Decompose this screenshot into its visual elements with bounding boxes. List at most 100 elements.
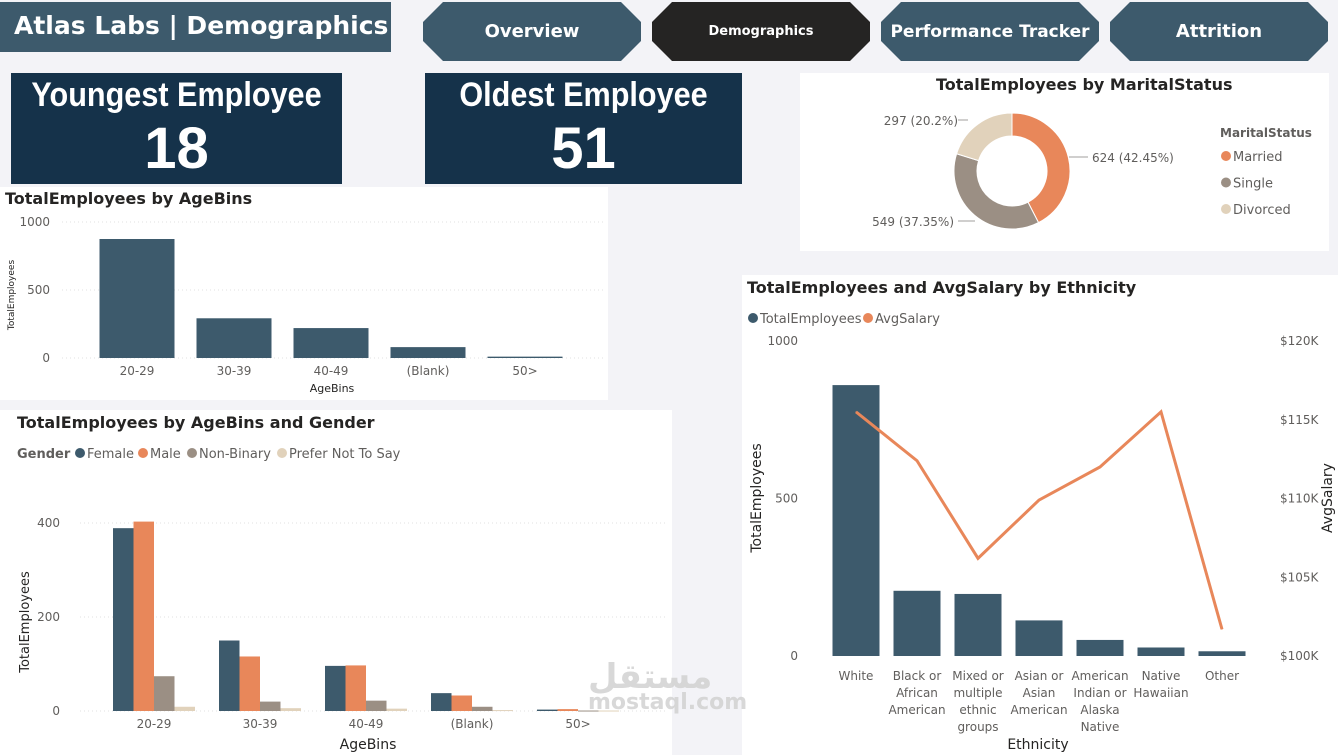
- ethnicity-avgsalary-point: [977, 557, 979, 559]
- ethnicity-y2tick: $110K: [1280, 492, 1320, 506]
- agegender-xaxis-title: AgeBins: [340, 737, 397, 753]
- agegender-legend-marker-prefer-not-to-say: [277, 448, 287, 458]
- agegender-bar-50-female: [537, 709, 558, 711]
- ethnicity-bar-american-indian-or-alaska-native: [1076, 639, 1124, 656]
- marital-slice-single: [953, 153, 1040, 230]
- agegender-bar-40-49-non-binary: [366, 700, 387, 711]
- marital-chart: 624 (42.45%) 549 (37.35%) 297 (20.2%) Marit…: [872, 112, 1312, 230]
- agegender-bar-40-49-male: [345, 665, 366, 711]
- agebins-yaxis-title: TotalEmployees: [7, 260, 17, 332]
- agegender-legend-item-male: Male: [150, 447, 181, 462]
- agegender-bar-30-39-male: [239, 656, 260, 711]
- agebins-xaxis-title: AgeBins: [310, 382, 355, 395]
- watermark-latin: mostaql.com: [588, 690, 748, 715]
- agegender-xtick: 40-49: [349, 717, 384, 731]
- agegender-bar-blank-prefer-not-to-say: [492, 710, 513, 712]
- agegender-bar-50-non-binary: [578, 710, 599, 712]
- watermark-arabic: مستقل: [588, 657, 713, 697]
- agegender-bar-50-prefer-not-to-say: [598, 710, 619, 712]
- ethnicity-xtick: Native Hawaiian: [1133, 669, 1188, 700]
- ethnicity-chart: 0 500 1000 $100K $105K $110K $115K $120K White Bl…: [748, 312, 1336, 753]
- agegender-bar-50-male: [557, 709, 578, 711]
- ethnicity-avgsalary-point: [1038, 499, 1040, 501]
- marital-legend-marker-married: [1221, 151, 1231, 161]
- agegender-ytick: 200: [37, 610, 60, 624]
- ethnicity-panel: TotalEmployees and AvgSalary by Ethnicit…: [742, 275, 1338, 755]
- watermark: مستقل mostaql.com: [588, 660, 747, 715]
- agegender-ytick: 400: [37, 516, 60, 530]
- ethnicity-y2tick: $115K: [1280, 413, 1320, 427]
- nav-performance-tracker-button[interactable]: Performance Tracker: [881, 2, 1099, 61]
- agebins-xtick: 50>: [512, 364, 537, 378]
- marital-data-label: 297 (20.2%): [884, 114, 958, 128]
- agegender-bar-20-29-prefer-not-to-say: [174, 706, 195, 711]
- agegender-chart: 0 200 400 20-29 30-39 40-49 (Blank) 50> AgeBins T…: [17, 447, 666, 753]
- agegender-bar-blank-female: [431, 693, 452, 711]
- kpi-youngest-value: 18: [144, 116, 209, 181]
- agegender-legend-item-non-binary: Non-Binary: [199, 447, 271, 462]
- ethnicity-avgsalary-point: [1099, 466, 1101, 468]
- agegender-bar-30-39-prefer-not-to-say: [280, 708, 301, 711]
- ethnicity-ytick: 1000: [767, 334, 798, 348]
- agegender-bar-20-29-female: [113, 528, 134, 711]
- agegender-legend-title: Gender: [17, 447, 71, 462]
- marital-legend-item-married: Married: [1233, 150, 1283, 165]
- ethnicity-yaxis-title: TotalEmployees: [749, 443, 765, 553]
- ethnicity-y2tick: $100K: [1280, 649, 1320, 663]
- kpi-oldest-value: 51: [551, 116, 616, 181]
- nav-demographics-button[interactable]: Demographics: [652, 2, 870, 61]
- marital-legend-marker-single: [1221, 177, 1231, 188]
- kpi-oldest-card: Oldest Employee 51: [425, 73, 742, 184]
- ethnicity-bar-black-or-african-american: [893, 590, 941, 656]
- agegender-yaxis-title: TotalEmployees: [18, 571, 33, 674]
- marital-chart-title: TotalEmployees by MaritalStatus: [936, 75, 1233, 94]
- agegender-bar-40-49-female: [325, 665, 346, 711]
- ethnicity-bar-asian-or-asian-american: [1015, 620, 1063, 656]
- agegender-legend-marker-non-binary: [187, 448, 197, 458]
- ethnicity-y2tick: $105K: [1280, 570, 1320, 584]
- ethnicity-legend-marker-totalemployees: [748, 313, 758, 323]
- agebins-bar-blank: [390, 347, 466, 358]
- agegender-xtick: (Blank): [451, 717, 494, 731]
- ethnicity-y2axis-title: AvgSalary: [1320, 463, 1336, 533]
- ethnicity-avgsalary-point: [855, 411, 857, 413]
- marital-legend-item-single: Single: [1233, 177, 1273, 192]
- kpi-youngest-card: Youngest Employee 18: [11, 73, 342, 184]
- agebins-chart: 0 500 1000 20-29 30-39 40-49 (Blank) 50> AgeBins…: [7, 215, 604, 395]
- ethnicity-bar-white: [832, 385, 880, 656]
- ethnicity-legend-item-avgsalary: AvgSalary: [875, 312, 940, 327]
- kpi-youngest-label: Youngest Employee: [31, 76, 322, 114]
- agegender-legend-marker-male: [138, 448, 148, 458]
- agebins-bar-30-39: [196, 318, 272, 358]
- ethnicity-xtick: Other: [1205, 669, 1239, 683]
- agegender-panel: TotalEmployees by AgeBins and Gender 0 20…: [0, 410, 672, 755]
- ethnicity-y2tick: $120K: [1280, 334, 1320, 348]
- agegender-bar-30-39-non-binary: [260, 701, 281, 711]
- nav-overview-button[interactable]: Overview: [423, 2, 641, 61]
- agebins-chart-title: TotalEmployees by AgeBins: [5, 189, 253, 208]
- agebins-xtick: 20-29: [120, 364, 155, 378]
- agebins-bar-40-49: [293, 328, 369, 358]
- agegender-legend-item-female: Female: [87, 447, 134, 462]
- agegender-legend-item-prefer-not-to-say: Prefer Not To Say: [289, 447, 401, 462]
- ethnicity-xtick: Black or African American: [888, 669, 945, 717]
- ethnicity-ytick: 500: [775, 492, 798, 506]
- page-title: Atlas Labs | Demographics: [0, 2, 391, 52]
- ethnicity-bar-other: [1198, 651, 1246, 656]
- agebins-ytick: 1000: [19, 215, 50, 229]
- ethnicity-xtick: White: [839, 669, 874, 683]
- ethnicity-avgsalary-point: [1221, 628, 1223, 630]
- ethnicity-chart-title: TotalEmployees and AvgSalary by Ethnicit…: [747, 278, 1137, 297]
- marital-data-label: 549 (37.35%): [872, 215, 954, 229]
- ethnicity-avgsalary-point: [916, 460, 918, 462]
- agegender-xtick: 30-39: [243, 717, 278, 731]
- ethnicity-xtick: American Indian or Alaska Native: [1071, 669, 1128, 734]
- nav-attrition-button[interactable]: Attrition: [1110, 2, 1328, 61]
- marital-panel: TotalEmployees by MaritalStatus 624 (42.…: [800, 73, 1329, 251]
- ethnicity-bar-native-hawaiian: [1137, 647, 1185, 656]
- agebins-panel: TotalEmployees by AgeBins 0 500 1000 20-29 3…: [0, 187, 608, 400]
- marital-legend-item-divorced: Divorced: [1233, 203, 1291, 218]
- agebins-ytick: 500: [27, 283, 50, 297]
- agegender-bar-blank-male: [451, 695, 472, 711]
- marital-slice-married: [1011, 112, 1071, 224]
